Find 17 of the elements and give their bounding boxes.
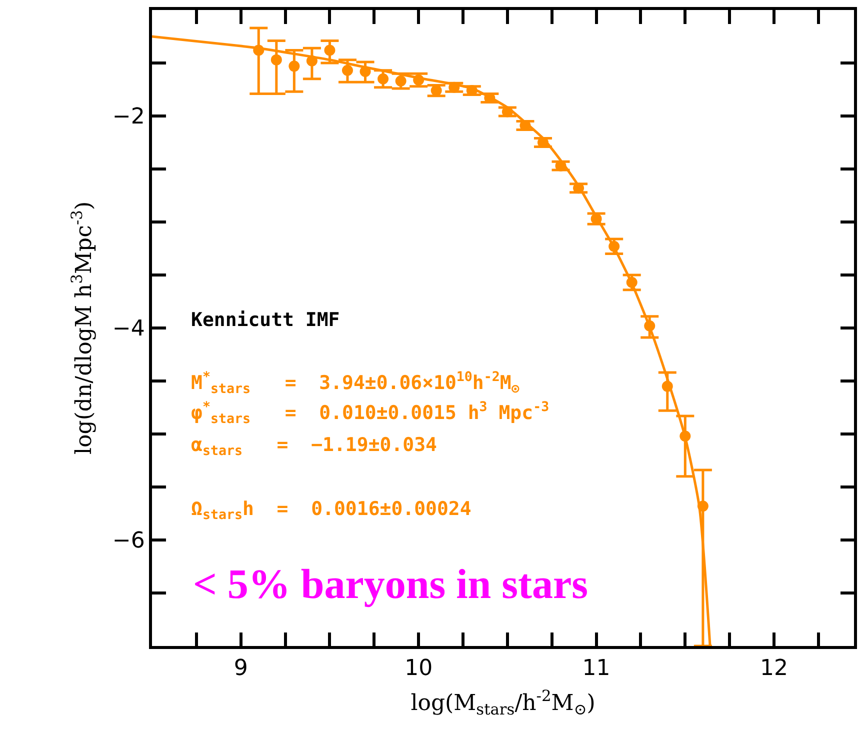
x-tick-label: 12: [760, 656, 788, 682]
y-tick-label: −2: [112, 104, 145, 130]
annotation: Kennicutt IMF: [191, 309, 340, 331]
text: α$_{stars}$ = −1.19±0.034: [191, 434, 437, 459]
x-tick-label: 9: [234, 656, 248, 682]
annotation: < 5% baryons in stars: [193, 562, 588, 608]
x-axis-title: log(M$_{stars}$/h$^{-2}$M$_{⊙}$): [410, 686, 596, 719]
annotation: Ω$_{stars}$h = 0.0016±0.00024: [191, 498, 472, 523]
point: [342, 64, 353, 76]
point: [430, 85, 442, 96]
y-tick-label: −6: [112, 528, 145, 554]
x-tick-label: 11: [582, 656, 610, 682]
y-tick-label: −4: [112, 316, 145, 342]
point: [324, 44, 336, 56]
x-tick-label: 10: [404, 656, 433, 682]
point: [288, 60, 300, 72]
point: [270, 54, 282, 66]
